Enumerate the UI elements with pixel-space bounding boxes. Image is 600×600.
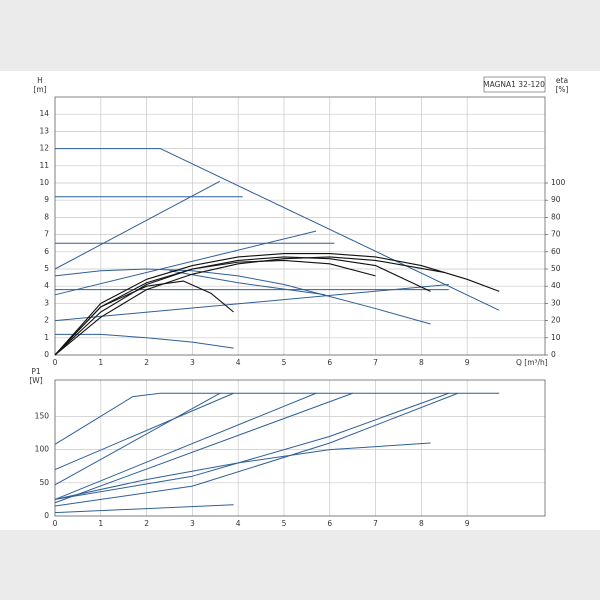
curve <box>55 333 234 349</box>
x-tick-label: 8 <box>419 519 424 528</box>
x-tick-label: 4 <box>236 519 241 528</box>
y2-tick-label: 40 <box>551 281 561 290</box>
y2-tick-label: 10 <box>551 333 561 342</box>
x-tick-label: 3 <box>190 519 195 528</box>
curve <box>54 504 234 514</box>
y-tick-label: 50 <box>39 478 49 487</box>
y-tick-label: 1 <box>44 333 49 342</box>
curve <box>54 392 450 500</box>
curve <box>55 148 500 311</box>
curve <box>54 392 317 500</box>
y2-tick-label: 70 <box>551 230 561 239</box>
y-unit: [W] <box>29 376 42 385</box>
y-tick-label: 7 <box>44 230 49 239</box>
curve <box>54 252 500 356</box>
y-tick-label: 14 <box>39 109 49 118</box>
y2-label: eta <box>556 76 568 85</box>
x-tick-label: 6 <box>327 519 332 528</box>
y-tick-label: 0 <box>44 350 49 359</box>
plot-frame <box>54 379 546 517</box>
x-tick-label: 9 <box>465 358 470 367</box>
x-tick-label: 7 <box>373 519 378 528</box>
x-tick-label: 1 <box>98 519 103 528</box>
curve <box>54 283 449 322</box>
x-tick-label: 9 <box>465 519 470 528</box>
y-tick-label: 8 <box>44 212 49 221</box>
curve <box>54 256 431 356</box>
curve <box>54 392 459 507</box>
y-tick-label: 5 <box>44 264 49 273</box>
x-tick-label: 4 <box>236 358 241 367</box>
y-unit: [m] <box>33 85 46 94</box>
curve <box>54 180 221 270</box>
y-tick-label: 11 <box>39 161 49 170</box>
y2-tick-label: 60 <box>551 247 561 256</box>
y2-tick-label: 90 <box>551 195 561 204</box>
chart-title: MAGNA1 32-120 <box>483 80 545 89</box>
y-tick-label: 13 <box>39 126 49 135</box>
x-tick-label: 7 <box>373 358 378 367</box>
x-tick-label: 8 <box>419 358 424 367</box>
curve <box>54 268 431 325</box>
y-tick-label: 4 <box>44 281 49 290</box>
curve <box>54 392 500 445</box>
y2-tick-label: 80 <box>551 212 561 221</box>
curve <box>54 392 234 471</box>
curve <box>54 259 376 356</box>
x-tick-label: 5 <box>282 519 287 528</box>
y2-tick-label: 100 <box>551 178 566 187</box>
y-tick-label: 6 <box>44 247 49 256</box>
y2-tick-label: 0 <box>551 350 556 359</box>
x-tick-label: 2 <box>144 358 149 367</box>
x-tick-label: 1 <box>98 358 103 367</box>
curve <box>54 392 221 486</box>
y-tick-label: 9 <box>44 195 49 204</box>
y-tick-label: 2 <box>44 316 49 325</box>
y-tick-label: 150 <box>35 411 50 420</box>
y-tick-label: 3 <box>44 298 49 307</box>
y-tick-label: 0 <box>44 511 49 520</box>
x-label: Q [m³/h] <box>516 358 548 367</box>
y-tick-label: 100 <box>35 445 50 454</box>
y-label: H <box>37 76 43 85</box>
curve <box>54 392 353 504</box>
title-box <box>483 76 546 93</box>
curve <box>54 230 317 296</box>
x-tick-label: 5 <box>282 358 287 367</box>
y-tick-label: 12 <box>39 144 49 153</box>
curve <box>54 442 431 500</box>
x-tick-label: 6 <box>327 358 332 367</box>
y-label: P1 <box>31 367 41 376</box>
x-tick-label: 2 <box>144 519 149 528</box>
y2-tick-label: 20 <box>551 316 561 325</box>
panel <box>0 71 600 530</box>
y2-unit: [%] <box>556 85 569 94</box>
y2-tick-label: 30 <box>551 298 561 307</box>
x-tick-label: 0 <box>53 358 58 367</box>
curve <box>54 256 445 356</box>
plot-frame <box>54 96 546 356</box>
y-tick-label: 10 <box>39 178 49 187</box>
y2-tick-label: 50 <box>551 264 561 273</box>
x-tick-label: 0 <box>53 519 58 528</box>
x-tick-label: 3 <box>190 358 195 367</box>
